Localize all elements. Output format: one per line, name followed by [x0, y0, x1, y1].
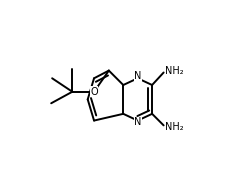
Text: N: N	[134, 118, 141, 128]
Text: NH₂: NH₂	[165, 122, 184, 132]
Text: NH₂: NH₂	[165, 66, 184, 76]
Text: N: N	[134, 71, 141, 81]
Text: O: O	[90, 87, 98, 97]
